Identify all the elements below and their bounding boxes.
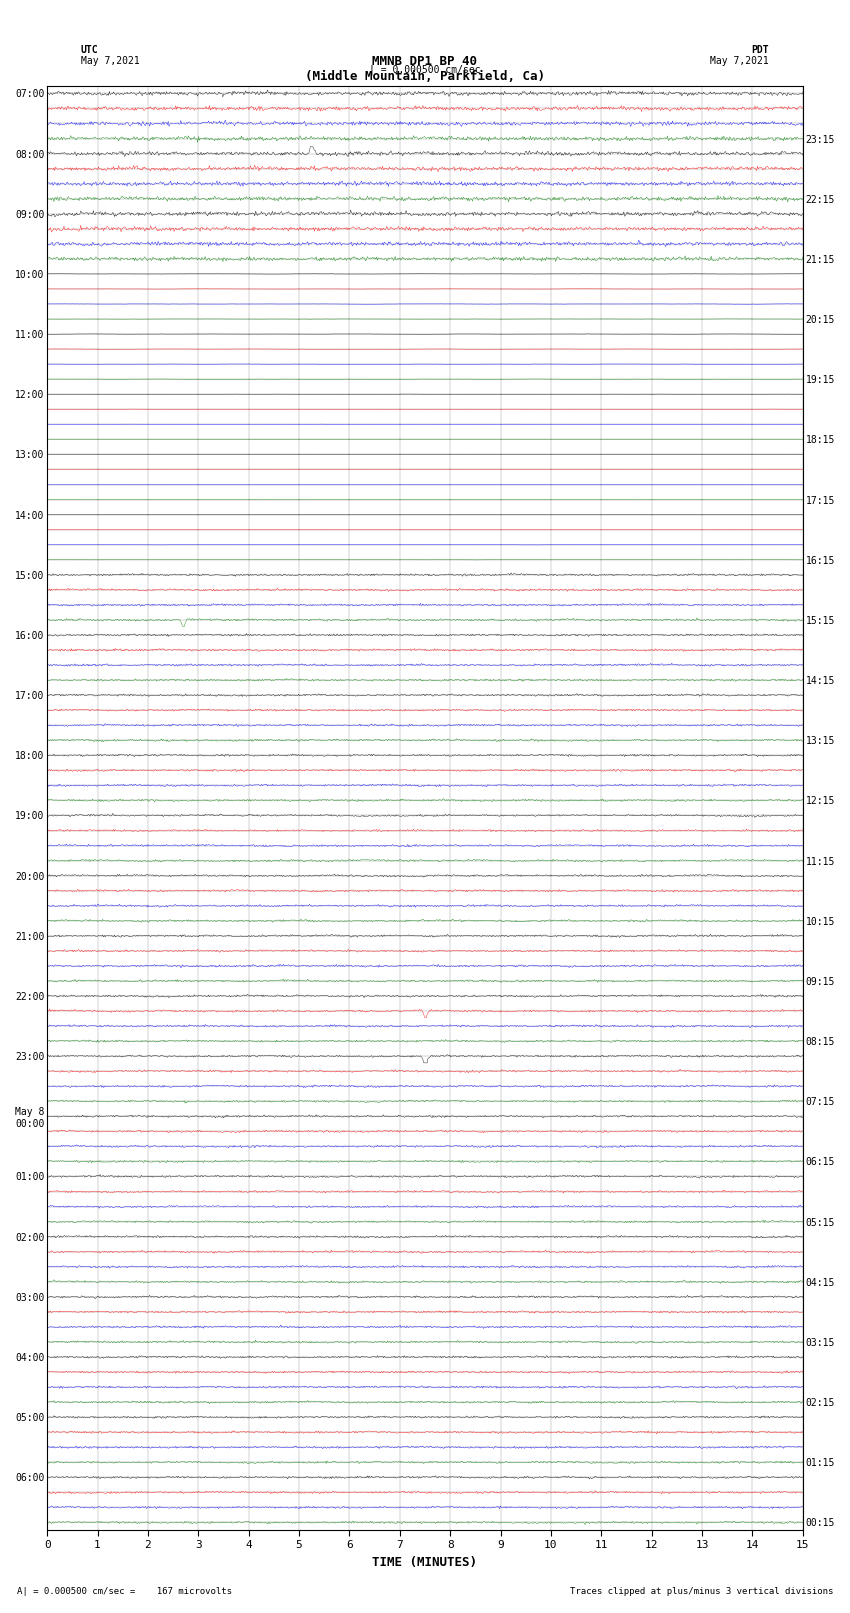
- X-axis label: TIME (MINUTES): TIME (MINUTES): [372, 1557, 478, 1569]
- Text: A| = 0.000500 cm/sec =    167 microvolts: A| = 0.000500 cm/sec = 167 microvolts: [17, 1587, 232, 1595]
- Text: May 7,2021: May 7,2021: [711, 56, 769, 66]
- Text: PDT: PDT: [751, 45, 769, 55]
- Text: UTC: UTC: [81, 45, 99, 55]
- Text: Traces clipped at plus/minus 3 vertical divisions: Traces clipped at plus/minus 3 vertical …: [570, 1587, 833, 1595]
- Text: | = 0.000500 cm/sec: | = 0.000500 cm/sec: [369, 65, 481, 76]
- Text: May 7,2021: May 7,2021: [81, 56, 139, 66]
- Title: MMNB DP1 BP 40
(Middle Mountain, Parkfield, Ca): MMNB DP1 BP 40 (Middle Mountain, Parkfie…: [305, 55, 545, 84]
